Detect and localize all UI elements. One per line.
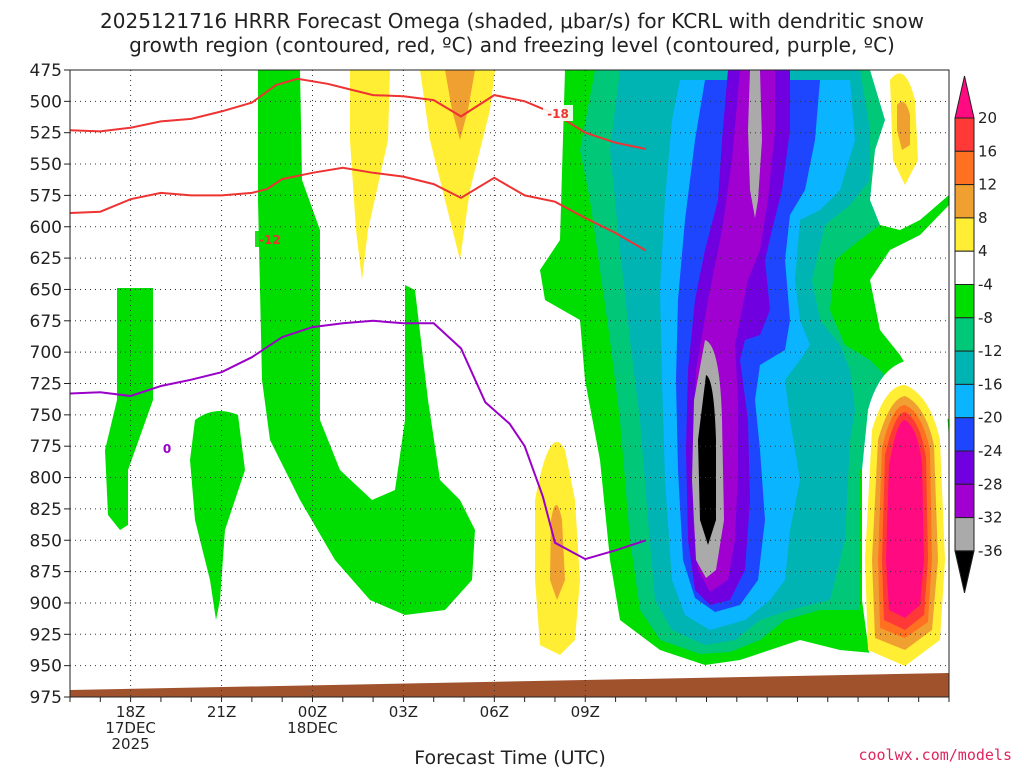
- colorbar-label: -8: [978, 309, 993, 327]
- omega-region: [550, 505, 565, 600]
- y-tick-label: 600: [30, 218, 62, 238]
- x-tick-label: 2025: [112, 735, 150, 753]
- colorbar-swatch: [954, 517, 975, 552]
- colorbar-label: 20: [978, 109, 997, 127]
- x-tick-label: 18Z: [116, 703, 145, 721]
- x-tick-label: 09Z: [571, 703, 600, 721]
- contour-label-minus18: -18: [547, 107, 569, 121]
- colorbar-label: -28: [978, 475, 1003, 493]
- x-axis-label: Forecast Time (UTC): [414, 747, 605, 768]
- colorbar-label: -20: [978, 409, 1003, 427]
- x-tick-label: 06Z: [480, 703, 509, 721]
- y-tick-label: 750: [30, 406, 62, 426]
- y-tick-label: 650: [30, 280, 62, 300]
- colorbar-label: 12: [978, 176, 997, 194]
- y-tick-label: 575: [30, 186, 62, 206]
- colorbar-swatch: [954, 417, 975, 452]
- omega-region: [105, 288, 153, 530]
- y-tick-label: 900: [30, 594, 62, 614]
- colorbar-label: -24: [978, 442, 1003, 460]
- colorbar-label: -4: [978, 276, 993, 294]
- contour-label-zero: 0: [163, 442, 171, 456]
- contour-line--12: [70, 166, 647, 252]
- y-tick-label: 950: [30, 657, 62, 677]
- colorbar-cap-bottom: [954, 550, 975, 594]
- contour-line-0: [70, 319, 647, 561]
- colorbar-swatch: [954, 483, 975, 519]
- chart-title-line2: growth region (contoured, red, ºC) and f…: [129, 33, 895, 57]
- colorbar-swatch: [954, 117, 975, 152]
- chart-title-line1: 2025121716 HRRR Forecast Omega (shaded, …: [100, 9, 924, 33]
- colorbar-cap-top: [954, 75, 975, 119]
- y-tick-label: 625: [30, 249, 62, 269]
- y-tick-label: 675: [30, 312, 62, 332]
- x-tick-label: 00Z: [298, 703, 327, 721]
- y-tick-label: 550: [30, 155, 62, 175]
- y-tick-label: 975: [30, 688, 62, 708]
- y-tick-label: 725: [30, 375, 62, 395]
- y-tick-label: 925: [30, 625, 62, 645]
- omega-region: [748, 70, 762, 218]
- colorbar-label: 16: [978, 142, 997, 160]
- omega-region: [258, 70, 475, 615]
- y-tick-label: 500: [30, 92, 62, 112]
- y-tick-label: 800: [30, 469, 62, 489]
- omega-region: [190, 411, 245, 620]
- y-axis: 475 500 525 550 575 600 625 650 675 700 725 750 775 8…: [30, 61, 70, 708]
- y-tick-label: 525: [30, 124, 62, 144]
- omega-shading: [70, 70, 949, 697]
- terrain-fill: [70, 673, 949, 697]
- omega-region: [698, 375, 716, 545]
- contour-labels: -18 -12 0: [158, 105, 573, 456]
- y-tick-label: 775: [30, 437, 62, 457]
- omega-region: [350, 70, 390, 280]
- y-tick-label: 875: [30, 563, 62, 583]
- colorbar-swatch: [954, 317, 975, 352]
- colorbar-swatch: [954, 150, 975, 186]
- colorbar-swatch: [954, 250, 975, 285]
- colorbar-label: -16: [978, 375, 1003, 393]
- colorbar-label: -32: [978, 509, 1003, 527]
- y-tick-label: 850: [30, 531, 62, 551]
- y-tick-label: 700: [30, 343, 62, 363]
- x-tick-label: 21Z: [207, 703, 236, 721]
- omega-region: [897, 101, 910, 150]
- x-tick-label: 17DEC: [105, 719, 156, 737]
- colorbar-label: -12: [978, 342, 1003, 360]
- omega-region: [886, 420, 924, 618]
- colorbar: 20 16 12 8 4 -4 -8 -12 -16 -20 -24 -28 -32 -36: [954, 75, 1003, 594]
- colorbar-swatch: [954, 450, 975, 485]
- colorbar-label: 8: [978, 209, 988, 227]
- colorbar-swatch: [954, 284, 975, 319]
- colorbar-swatch: [954, 350, 975, 385]
- omega-region: [420, 70, 495, 260]
- y-tick-label: 825: [30, 500, 62, 520]
- credit-text: coolwx.com/models: [858, 746, 1012, 764]
- colorbar-label: 4: [978, 242, 988, 260]
- colorbar-swatch: [954, 217, 975, 252]
- omega-region: [445, 70, 475, 140]
- x-tick-label: 18DEC: [287, 719, 338, 737]
- colorbar-label: -36: [978, 542, 1003, 560]
- contour-label-minus12: -12: [259, 233, 281, 247]
- colorbar-swatch: [954, 383, 975, 419]
- colorbar-swatch: [954, 184, 975, 219]
- y-tick-label: 475: [30, 61, 62, 81]
- x-tick-label: 03Z: [389, 703, 418, 721]
